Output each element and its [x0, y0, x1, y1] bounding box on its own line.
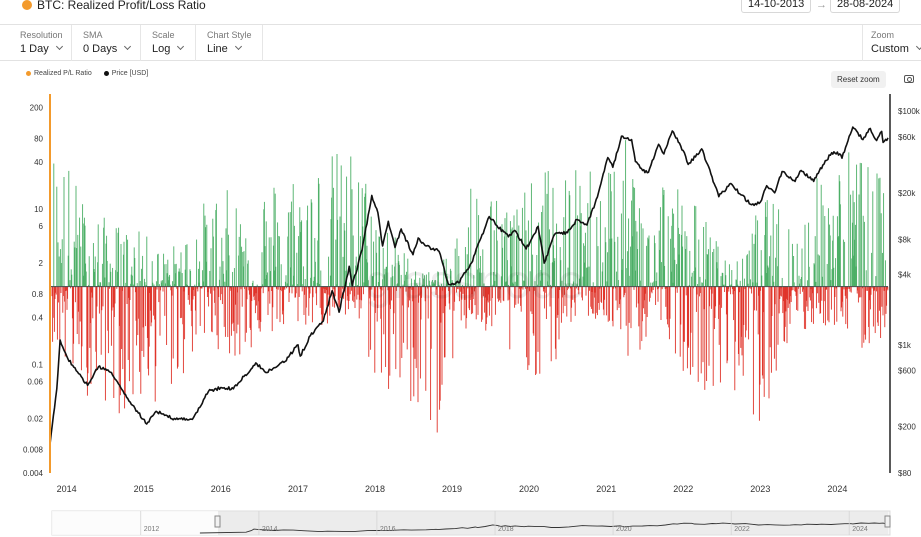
- navigator-right-handle[interactable]: [884, 515, 891, 528]
- navigator-left-handle[interactable]: [214, 515, 221, 528]
- left-tick-label: 0.4: [32, 314, 44, 323]
- right-tick-label: $60k: [898, 133, 916, 142]
- right-tick-label: $600: [898, 367, 916, 376]
- left-tick-label: 0.02: [27, 415, 43, 424]
- legend-label-ratio: Realized P/L Ratio: [34, 70, 92, 77]
- left-tick-label: 6: [39, 222, 44, 231]
- chart-style-value: Line: [207, 43, 228, 55]
- scale-label: Scale: [152, 30, 175, 40]
- left-axis-ticks: 200 80 40 10 6 2 0.8 0.4 0.1 0.06 0.02 0.008 0.004: [23, 104, 44, 478]
- right-tick-label: $200: [898, 422, 916, 431]
- x-tick-label: 2018: [365, 484, 385, 494]
- right-tick-label: $100k: [898, 107, 921, 116]
- legend-item-price[interactable]: Price [USD]: [103, 70, 149, 77]
- right-tick-label: $80: [898, 469, 912, 478]
- navigator-tick-label: 2020: [616, 526, 632, 533]
- resolution-value: 1 Day: [20, 43, 49, 55]
- chart-style-label: Chart Style: [207, 30, 252, 40]
- x-tick-label: 2017: [288, 484, 308, 494]
- x-tick-label: 2024: [827, 484, 847, 494]
- sma-label: SMA: [83, 30, 103, 40]
- left-tick-label: 40: [34, 158, 43, 167]
- right-tick-label: $4k: [898, 270, 912, 279]
- legend-dot-icon: [26, 71, 31, 76]
- date-range-arrow-icon: →: [816, 0, 827, 11]
- x-tick-label: 2021: [596, 484, 616, 494]
- price-line: [49, 126, 889, 445]
- navigator-tick-label: 2012: [144, 526, 160, 533]
- left-tick-label: 2: [39, 259, 44, 268]
- left-tick-label: 200: [30, 104, 44, 113]
- ratio-bars: [51, 140, 889, 433]
- chart-legend: Realized P/L Ratio Price [USD]: [26, 70, 148, 77]
- zoom-value: Custom: [871, 43, 909, 55]
- right-axis-ticks: $100k $60k $20k $8k $4k $1k $600 $200 $80: [898, 107, 921, 478]
- zoom-label: Zoom: [871, 30, 895, 40]
- left-tick-label: 0.008: [23, 446, 44, 455]
- chart-style-select[interactable]: Chart Style Line: [199, 25, 263, 61]
- right-tick-label: $20k: [898, 189, 916, 198]
- scale-select[interactable]: Scale Log: [144, 25, 196, 61]
- date-to-input[interactable]: 28-08-2024: [830, 0, 901, 13]
- x-tick-label: 2023: [750, 484, 770, 494]
- left-tick-label: 0.1: [32, 360, 44, 369]
- sma-select[interactable]: SMA 0 Days: [75, 25, 141, 61]
- legend-dot-icon: [103, 71, 109, 76]
- navigator-tick-label: 2016: [380, 526, 396, 533]
- watermark: glassnode: [366, 256, 585, 309]
- zoom-select[interactable]: Zoom Custom: [862, 25, 921, 61]
- navigator-unselected-area: [52, 511, 218, 535]
- x-tick-label: 2020: [519, 484, 539, 494]
- resolution-select[interactable]: Resolution 1 Day: [12, 25, 72, 61]
- navigator-tick-label: 2024: [852, 526, 868, 533]
- right-tick-label: $8k: [898, 235, 912, 244]
- title-bar: BTC: Realized Profit/Loss Ratio 14-10-20…: [0, 0, 921, 14]
- legend-label-price: Price [USD]: [111, 70, 149, 77]
- scale-value: Log: [152, 43, 171, 55]
- navigator-tick-label: 2014: [262, 526, 278, 533]
- navigator-tick-label: 2018: [498, 526, 514, 533]
- sma-value: 0 Days: [83, 43, 118, 55]
- reset-zoom-button[interactable]: Reset zoom: [831, 71, 886, 88]
- left-tick-label: 0.8: [32, 290, 44, 299]
- x-tick-label: 2015: [134, 484, 154, 494]
- bitcoin-icon: [22, 0, 32, 10]
- left-tick-label: 0.06: [27, 378, 43, 387]
- chart-controls: Resolution 1 Day SMA 0 Days Scale Log Ch…: [0, 24, 921, 61]
- x-tick-label: 2016: [211, 484, 231, 494]
- left-tick-label: 0.004: [23, 469, 44, 478]
- navigator-tick-label: 2022: [734, 526, 750, 533]
- x-tick-label: 2019: [442, 484, 462, 494]
- camera-icon[interactable]: [904, 75, 914, 83]
- resolution-label: Resolution: [20, 30, 63, 40]
- left-tick-label: 80: [34, 135, 43, 144]
- x-tick-label: 2014: [57, 484, 77, 494]
- right-tick-label: $1k: [898, 341, 912, 350]
- navigator-ticks: 2012 2014 2016 2018 2020 2022 2024: [140, 511, 868, 535]
- legend-item-ratio[interactable]: Realized P/L Ratio: [26, 70, 92, 77]
- x-tick-label: 2022: [673, 484, 693, 494]
- x-axis-ticks: 2014 2015 2016 2017 2018 2019 2020 2021 2022 2023…: [57, 484, 848, 494]
- left-tick-label: 10: [34, 205, 43, 214]
- page-title: BTC: Realized Profit/Loss Ratio: [37, 0, 206, 12]
- date-from-input[interactable]: 14-10-2013: [741, 0, 812, 13]
